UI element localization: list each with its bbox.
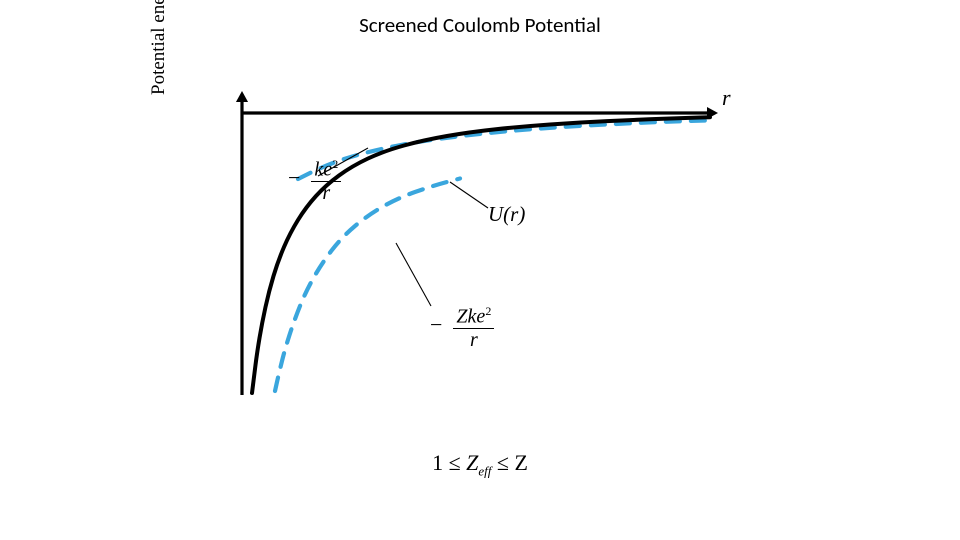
- zeff-lhs: 1 ≤: [432, 450, 466, 475]
- zeff-inequality: 1 ≤ Zeff ≤ Z: [0, 450, 960, 479]
- y-axis-label-text: Potential energy: [148, 0, 169, 95]
- page-title: Screened Coulomb Potential: [0, 12, 960, 38]
- eq-lower-num: Zke: [456, 306, 485, 328]
- zeff-rhs: ≤ Z: [491, 450, 528, 475]
- eq-lower-sup: 2: [485, 304, 491, 318]
- eq-upper-sup: 2: [332, 157, 338, 171]
- zeff-z: Z: [466, 450, 478, 475]
- minus-icon: −: [430, 314, 442, 336]
- eq-ur-text: U(r): [488, 202, 525, 226]
- y-axis-label: Potential energy: [148, 0, 170, 95]
- zeff-sub: eff: [478, 463, 491, 478]
- eq-lower-den: r: [453, 329, 494, 350]
- potential-plot: [170, 85, 730, 405]
- eq-u-of-r: U(r): [488, 204, 525, 225]
- minus-icon: −: [288, 167, 300, 189]
- eq-upper-den: r: [311, 182, 341, 203]
- eq-zke2-over-r: − Zke2 r: [430, 305, 496, 350]
- x-axis-label: r: [722, 85, 731, 111]
- eq-ke2-over-r: − ke2 r: [288, 158, 343, 203]
- plot-svg: [170, 85, 730, 405]
- eq-upper-num: ke: [314, 159, 332, 181]
